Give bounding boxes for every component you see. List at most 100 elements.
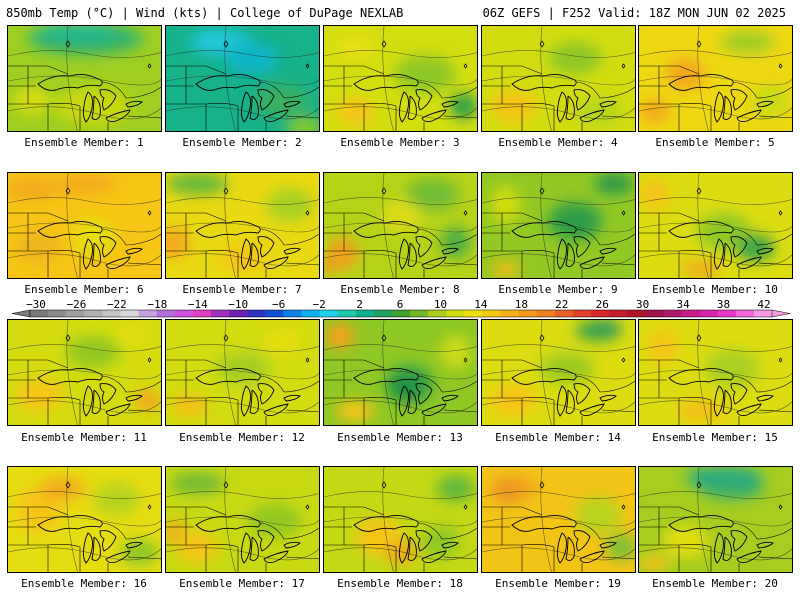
great-lakes-outline — [736, 403, 762, 417]
colorbar-swatch — [627, 310, 646, 317]
great-lakes-outline — [82, 238, 93, 270]
map-panel-member-10 — [638, 172, 793, 279]
station-marker — [147, 504, 152, 510]
isotherm-contour — [224, 320, 236, 425]
great-lakes-outline — [556, 385, 567, 417]
temperature-shading-region — [11, 87, 51, 115]
temperature-shading-region — [662, 525, 709, 558]
great-lakes-outline — [91, 389, 101, 415]
political-border — [166, 506, 319, 540]
colorbar-swatch — [645, 310, 664, 317]
colorbar-swatch — [373, 310, 393, 317]
great-lakes-outline — [99, 383, 117, 405]
temperature-shading-region — [247, 504, 302, 537]
great-lakes-outline — [105, 256, 131, 270]
colorbar-swatch — [66, 310, 85, 317]
station-marker — [621, 63, 626, 69]
isotherm-contour — [324, 197, 477, 205]
temperature-colorbar: −30 −26 −22 −18 −14 −10 −6 −2 2 6 10 14 18 22 26 30 34 38… — [6, 300, 794, 322]
isotherm-contour — [639, 516, 792, 527]
colorbar-tick-label: 26 — [596, 300, 609, 311]
isotherm-contour — [8, 253, 161, 267]
great-lakes-outline — [565, 242, 575, 268]
ensemble-member-label: Ensemble Member: 4 — [498, 136, 618, 149]
great-lakes-outline — [421, 109, 447, 123]
temperature-shading-region — [262, 328, 302, 355]
great-lakes-outline — [125, 394, 143, 402]
map-panel-member-16 — [7, 466, 162, 573]
colorbar-swatch — [554, 310, 574, 317]
station-marker — [223, 334, 229, 342]
political-border — [324, 506, 477, 540]
political-border — [482, 544, 635, 572]
station-marker — [305, 504, 310, 510]
colorbar-swatch — [518, 310, 538, 317]
isotherm-contour — [224, 26, 236, 131]
station-marker — [305, 63, 310, 69]
great-lakes-outline — [125, 100, 143, 108]
isotherm-contour — [697, 320, 709, 425]
colorbar-swatch — [156, 310, 176, 317]
ensemble-member-label: Ensemble Member: 19 — [495, 577, 621, 590]
isotherm-contour — [66, 467, 78, 572]
political-border — [166, 250, 319, 278]
colorbar-tick-label: 34 — [676, 300, 690, 311]
map-panel-member-14 — [481, 319, 636, 426]
great-lakes-outline — [421, 550, 447, 564]
great-lakes-outline — [240, 91, 251, 123]
isotherm-contour — [540, 26, 552, 131]
colorbar-swatch — [283, 310, 302, 317]
temperature-shading-region — [436, 475, 476, 502]
political-border — [482, 507, 510, 545]
map-panel-member-5 — [638, 25, 793, 132]
map-panel-member-20 — [638, 466, 793, 573]
colorbar-tick-label: −2 — [312, 300, 325, 311]
great-lakes-outline — [713, 385, 724, 417]
political-border — [8, 506, 161, 540]
political-border — [324, 212, 477, 246]
colorbar-swatch — [536, 310, 556, 317]
great-lakes-outline — [579, 403, 605, 417]
political-border — [482, 397, 635, 425]
temperature-map-2 — [166, 26, 319, 131]
isotherm-contour — [482, 547, 635, 561]
station-marker — [621, 210, 626, 216]
political-border — [324, 250, 477, 278]
great-lakes-outline — [263, 403, 289, 417]
colorbar-tick-label: 6 — [397, 300, 404, 311]
political-border — [324, 359, 477, 393]
isotherm-contour — [482, 222, 635, 233]
temperature-shading-region — [575, 496, 622, 534]
colorbar-tick-label: 14 — [474, 300, 488, 311]
great-lakes-outline — [398, 91, 409, 123]
political-border — [639, 250, 792, 278]
isotherm-contour — [639, 369, 792, 380]
temperature-shading-region — [590, 320, 622, 331]
temperature-shading-region — [440, 336, 472, 369]
station-marker — [381, 187, 387, 195]
station-marker — [696, 40, 702, 48]
great-lakes-outline — [263, 550, 289, 564]
political-border — [166, 544, 319, 572]
political-border — [482, 103, 635, 131]
great-lakes-outline — [511, 73, 577, 91]
isotherm-contour — [324, 400, 477, 414]
temperature-shading-region — [405, 178, 460, 211]
great-lakes-outline — [353, 367, 419, 385]
colorbar-tick-label: −30 — [26, 300, 46, 311]
colorbar-swatch — [30, 310, 49, 317]
temperature-map-9 — [482, 173, 635, 278]
isotherm-contour — [166, 400, 319, 414]
temperature-shading-region — [382, 199, 421, 232]
temperature-shading-region — [169, 472, 225, 494]
isotherm-contour — [482, 50, 635, 58]
great-lakes-outline — [240, 385, 251, 417]
colorbar-swatch — [229, 310, 248, 317]
isotherm-contour — [224, 467, 236, 572]
station-marker — [463, 504, 468, 510]
temperature-shading-region — [639, 178, 670, 211]
great-lakes-outline — [565, 536, 575, 562]
station-marker — [381, 40, 387, 48]
great-lakes-outline — [257, 236, 275, 258]
great-lakes-outline — [82, 532, 93, 564]
